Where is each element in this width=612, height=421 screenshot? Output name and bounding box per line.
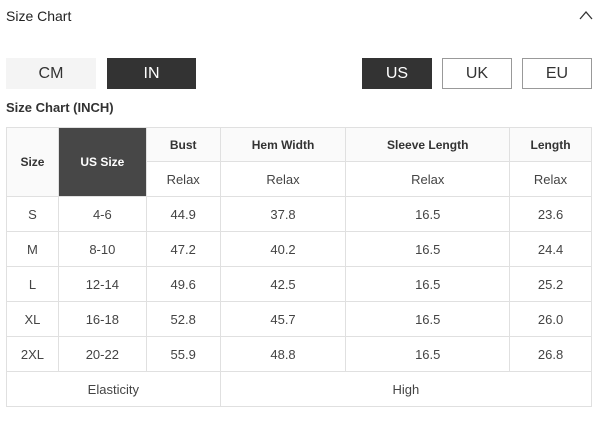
- table-cell: 16.5: [345, 336, 511, 372]
- table-cell: 16.5: [345, 231, 511, 267]
- table-cell: 40.2: [219, 231, 347, 267]
- fit-sleeve: Relax: [345, 161, 511, 197]
- table-cell: L: [6, 266, 59, 302]
- region-uk-button[interactable]: UK: [442, 58, 512, 89]
- section-title: Size Chart: [6, 8, 72, 24]
- header-bust: Bust: [145, 127, 221, 162]
- region-eu-button[interactable]: EU: [522, 58, 592, 89]
- table-cell: 23.6: [509, 196, 592, 232]
- table-row: M 8-10 47.2 40.2 16.5 24.4: [6, 231, 592, 267]
- elasticity-value: High: [219, 371, 593, 407]
- chevron-up-icon[interactable]: [578, 9, 594, 21]
- table-cell: 16.5: [345, 301, 511, 337]
- table-cell: 12-14: [57, 266, 147, 302]
- table-cell: 24.4: [509, 231, 592, 267]
- table-cell: M: [6, 231, 59, 267]
- unit-cm-button[interactable]: CM: [6, 58, 96, 89]
- table-cell: 16.5: [345, 266, 511, 302]
- fit-length: Relax: [509, 161, 592, 197]
- table-cell: 2XL: [6, 336, 59, 372]
- table-cell: 49.6: [145, 266, 221, 302]
- size-table: Size US Size Bust Hem Width Sleeve Lengt…: [6, 127, 593, 407]
- table-cell: 44.9: [145, 196, 221, 232]
- table-cell: 26.8: [509, 336, 592, 372]
- table-cell: XL: [6, 301, 59, 337]
- table-cell: 47.2: [145, 231, 221, 267]
- table-cell: 4-6: [57, 196, 147, 232]
- elasticity-label: Elasticity: [6, 371, 221, 407]
- header-hem-width: Hem Width: [219, 127, 347, 162]
- table-cell: 55.9: [145, 336, 221, 372]
- table-row: 2XL 20-22 55.9 48.8 16.5 26.8: [6, 336, 592, 372]
- unit-in-button[interactable]: IN: [107, 58, 196, 89]
- header-size: Size: [6, 127, 59, 197]
- table-row: L 12-14 49.6 42.5 16.5 25.2: [6, 266, 592, 302]
- fit-hem: Relax: [219, 161, 347, 197]
- header-sleeve-length: Sleeve Length: [345, 127, 511, 162]
- header-length: Length: [509, 127, 592, 162]
- table-cell: 16.5: [345, 196, 511, 232]
- table-cell: 25.2: [509, 266, 592, 302]
- table-cell: 8-10: [57, 231, 147, 267]
- table-cell: 42.5: [219, 266, 347, 302]
- table-cell: 16-18: [57, 301, 147, 337]
- fit-bust: Relax: [145, 161, 221, 197]
- table-cell: 37.8: [219, 196, 347, 232]
- size-chart-subtitle: Size Chart (INCH): [6, 100, 114, 115]
- table-cell: 45.7: [219, 301, 347, 337]
- table-cell: 26.0: [509, 301, 592, 337]
- table-row: S 4-6 44.9 37.8 16.5 23.6: [6, 196, 592, 232]
- table-cell: 52.8: [145, 301, 221, 337]
- table-row: XL 16-18 52.8 45.7 16.5 26.0: [6, 301, 592, 337]
- header-us-size: US Size: [57, 127, 147, 197]
- region-us-button[interactable]: US: [362, 58, 432, 89]
- table-cell: 48.8: [219, 336, 347, 372]
- table-cell: 20-22: [57, 336, 147, 372]
- table-cell: S: [6, 196, 59, 232]
